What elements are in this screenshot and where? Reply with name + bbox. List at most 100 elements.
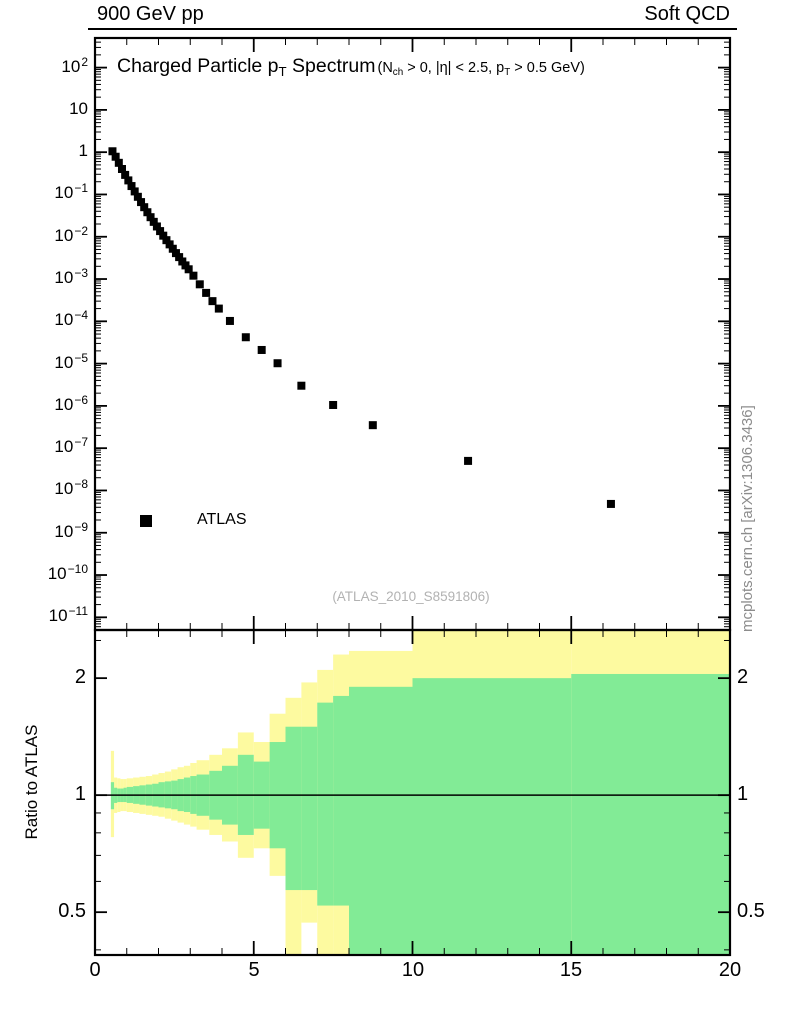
plot-title-cuts: (Nch > 0, |η| < 2.5, pT > 0.5 GeV)	[377, 60, 585, 79]
y-axis-tick-label: 10−5	[54, 351, 88, 372]
spectrum-series-atlas	[108, 147, 615, 508]
ratio-band-green-segment	[317, 702, 334, 906]
legend-label-atlas: ATLAS	[197, 511, 247, 528]
plot-title: Charged Particle pT Spectrum (Nch > 0, |η…	[117, 55, 585, 79]
ratio-axis-title: Ratio to ATLAS	[22, 724, 41, 840]
spectrum-data-point	[195, 280, 204, 289]
spectrum-data-point	[165, 240, 174, 249]
spectrum-data-point	[189, 271, 198, 280]
spectrum-data-point	[108, 147, 117, 156]
spectrum-data-point	[111, 152, 120, 161]
y-axis-tick-label: 10−8	[54, 477, 88, 498]
x-axis-tick-label: 20	[718, 959, 742, 981]
spectrum-data-point	[162, 236, 171, 245]
spectrum-data-point	[273, 359, 282, 368]
spectrum-data-point	[152, 222, 161, 231]
spectrum-data-point	[143, 208, 152, 217]
ratio-band-green-segment	[301, 726, 318, 891]
spectrum-data-point	[121, 170, 130, 179]
spectrum-data-point	[464, 456, 473, 465]
spectrum-data-point	[297, 381, 306, 390]
spectrum-data-point	[225, 316, 234, 325]
ratio-bands	[110, 630, 730, 955]
ratio-axis-tick-label-left: 2	[74, 666, 86, 688]
spectrum-data-point	[202, 288, 211, 297]
spectrum-data-point	[329, 400, 338, 409]
spectrum-data-point	[368, 421, 377, 430]
spectrum-data-point	[175, 253, 184, 262]
y-axis-tick-label: 10−6	[54, 393, 88, 414]
title-subscript: ch	[392, 67, 404, 79]
ratio-band-green-segment	[571, 673, 730, 955]
ratio-band-green-segment	[333, 695, 349, 906]
ratio-axis-tick-label-right: 1	[737, 783, 749, 805]
spectrum-data-point	[241, 333, 250, 342]
y-axis-tick-label: 10−3	[54, 266, 88, 287]
ratio-axis-tick-label-right: 2	[737, 666, 749, 688]
spectrum-data-point	[168, 244, 177, 253]
x-axis-tick-label: 15	[559, 959, 583, 981]
y-axis-tick-label: 10−9	[54, 520, 88, 541]
spectrum-data-point	[257, 345, 266, 354]
spectrum-data-point	[124, 176, 133, 185]
spectrum-data-point	[140, 203, 149, 212]
spectrum-data-point	[117, 164, 126, 173]
title-text: > 0.5 GeV)	[510, 60, 585, 76]
exponent: −8	[74, 477, 88, 491]
ratio-band-green-segment	[476, 678, 572, 955]
spectrum-data-point	[214, 304, 223, 313]
x-axis-tick-label: 10	[401, 959, 425, 981]
exponent: −10	[67, 562, 88, 576]
ratio-band-green-segment	[412, 678, 476, 955]
x-axis-tick-label: 0	[89, 959, 101, 981]
exponent: −2	[74, 224, 88, 238]
y-axis-tick-label: 10	[69, 99, 88, 118]
exponent: −6	[74, 393, 88, 407]
plot-title-main: Charged Particle pT Spectrum	[117, 55, 376, 80]
legend-marker-square	[140, 515, 152, 527]
analysis-watermark: (ATLAS_2010_S8591806)	[332, 589, 490, 604]
ratio-axis-tick-label-right: 0.5	[737, 900, 765, 922]
spectrum-data-point	[184, 265, 193, 274]
mcplots-attribution: mcplots.cern.ch [arXiv:1306.3436]	[739, 405, 756, 632]
ratio-band-green-segment	[285, 726, 302, 891]
exponent: −9	[74, 520, 88, 534]
ratio-band-green-segment	[349, 686, 413, 955]
title-subscript: T	[504, 67, 511, 79]
y-axis-tick-label: 10−10	[47, 562, 88, 583]
spectrum-data-point	[159, 231, 168, 240]
header-underline	[88, 28, 737, 30]
header-beam-energy: 900 GeV pp	[97, 3, 204, 25]
title-text: (N	[377, 60, 393, 76]
exponent: −3	[74, 266, 88, 280]
title-subscript: T	[278, 64, 287, 80]
exponent: 2	[81, 55, 88, 69]
header-process-group: Soft QCD	[644, 3, 730, 25]
spectrum-data-point	[137, 198, 146, 207]
spectrum-data-point	[208, 297, 217, 306]
y-axis-tick-label: 10−4	[54, 308, 88, 329]
y-axis-tick-label: 10−11	[48, 604, 88, 625]
y-axis-tick-label: 10−2	[54, 224, 88, 245]
spectrum-data-point	[146, 213, 155, 222]
y-axis-tick-label: 10−1	[54, 181, 88, 202]
y-axis-tick-label: 1	[78, 141, 88, 160]
axis-ticks	[94, 37, 731, 955]
spectrum-data-point	[156, 227, 165, 236]
title-text: Charged Particle p	[117, 55, 279, 77]
exponent: −1	[74, 181, 88, 195]
spectrum-data-point	[606, 499, 615, 508]
top-panel-frame	[93, 36, 732, 632]
y-axis-tick-label: 102	[61, 55, 88, 76]
ratio-axis-tick-label-left: 0.5	[58, 900, 86, 922]
spectrum-data-point	[130, 187, 139, 196]
spectrum-data-point	[127, 182, 136, 191]
x-axis-tick-label: 5	[248, 959, 260, 981]
exponent: −11	[68, 604, 88, 618]
spectrum-data-point	[133, 192, 142, 201]
title-text: Spectrum	[286, 55, 376, 77]
exponent: −7	[74, 435, 88, 449]
spectrum-data-point	[149, 217, 158, 226]
